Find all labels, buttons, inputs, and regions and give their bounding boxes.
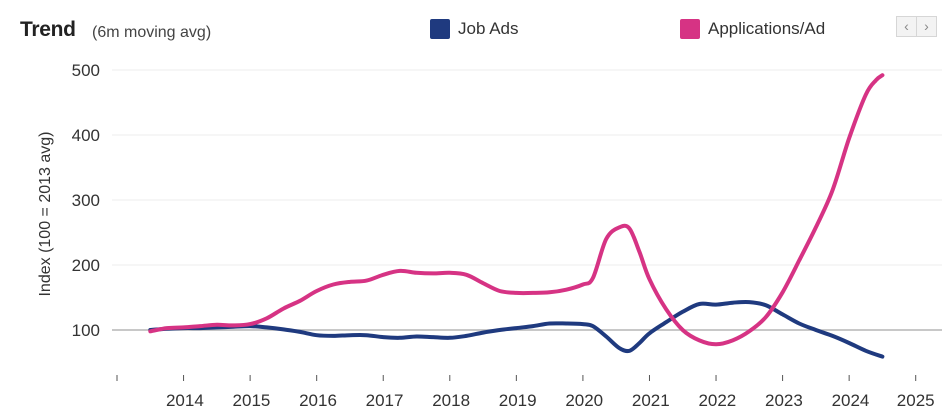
legend-swatch-applications	[680, 19, 700, 39]
y-tick-label: 400	[72, 126, 100, 145]
x-tick-label: 2015	[233, 391, 271, 410]
y-tick-label: 300	[72, 191, 100, 210]
x-tick-label: 2018	[432, 391, 470, 410]
prev-arrow-icon[interactable]: ‹	[904, 18, 909, 34]
chart-subtitle: (6m moving avg)	[92, 24, 212, 41]
x-tick-label: 2020	[565, 391, 603, 410]
legend-pager: ‹ ›	[896, 16, 937, 37]
x-tick-label: 2014	[166, 391, 204, 410]
chart-title: Trend	[20, 18, 76, 41]
next-arrow-icon[interactable]: ›	[916, 17, 936, 36]
y-tick-label: 200	[72, 256, 100, 275]
legend-label-job-ads: Job Ads	[458, 19, 519, 38]
x-tick-label: 2025	[897, 391, 935, 410]
legend-swatch-job-ads	[430, 19, 450, 39]
y-tick-label: 100	[72, 321, 100, 340]
x-tick-label: 2022	[698, 391, 736, 410]
legend-item-job-ads[interactable]: Job Ads	[430, 18, 519, 40]
x-tick-label: 2021	[632, 391, 670, 410]
legend-label-applications: Applications/Ad	[708, 19, 826, 38]
series-line-job-ads[interactable]	[148, 299, 885, 359]
x-tick-label: 2023	[765, 391, 803, 410]
x-tick-label: 2019	[499, 391, 537, 410]
series-line-applications[interactable]	[148, 73, 885, 347]
x-tick-label: 2016	[299, 391, 337, 410]
legend-item-applications[interactable]: Applications/Ad	[680, 18, 825, 40]
y-tick-label: 500	[72, 61, 100, 80]
x-tick-label: 2017	[366, 391, 404, 410]
x-tick-label: 2024	[832, 391, 870, 410]
